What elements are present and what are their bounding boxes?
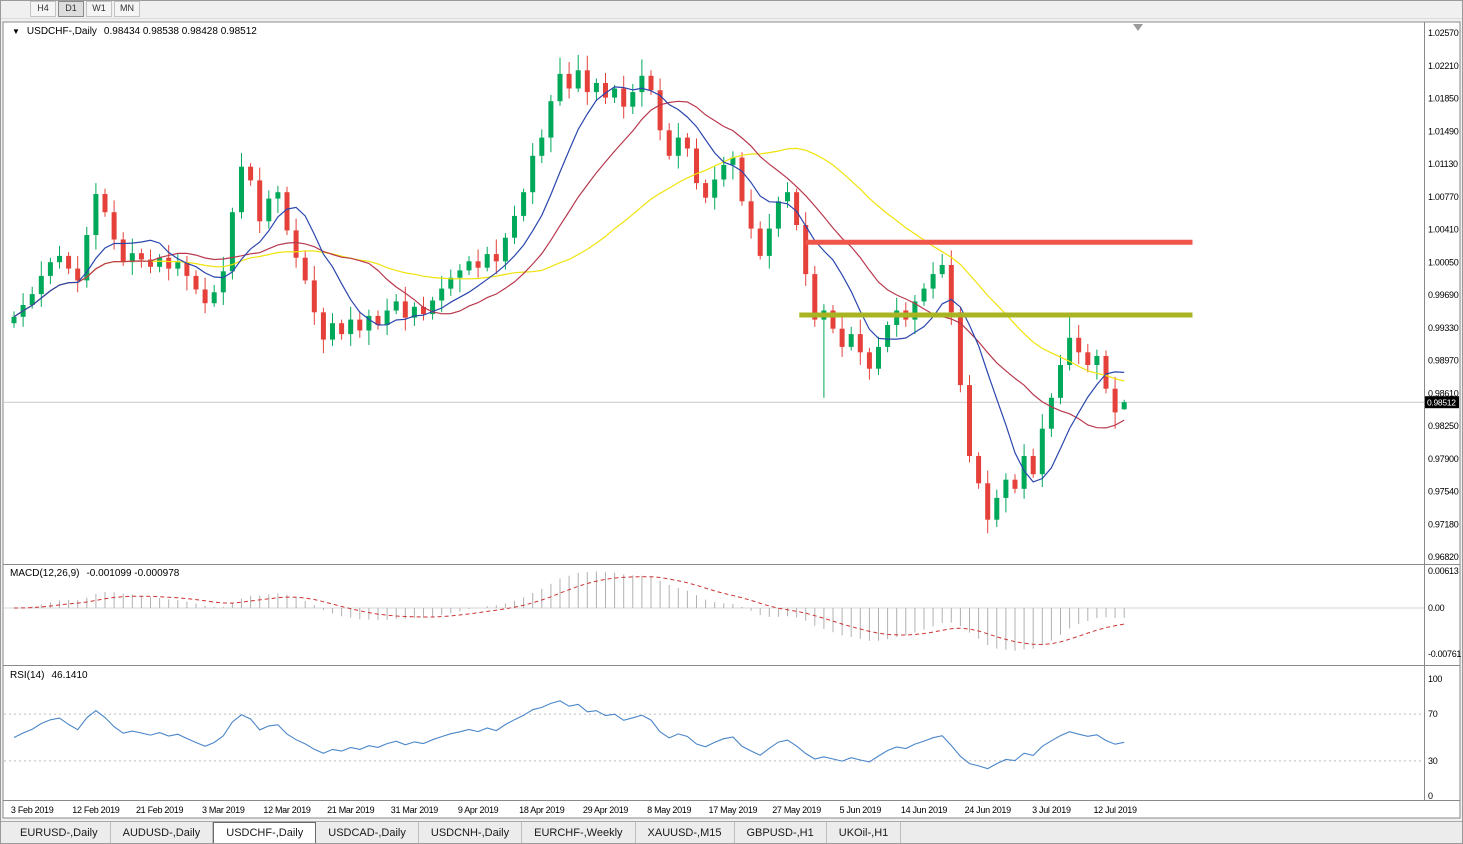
svg-text:0: 0 [1428,791,1433,801]
svg-text:70: 70 [1428,709,1438,719]
timeframe-button-w1[interactable]: W1 [86,1,112,17]
tab-usdcad-daily[interactable]: USDCAD-,Daily [316,822,419,844]
tab-audusd-daily[interactable]: AUDUSD-,Daily [110,822,214,844]
svg-text:1.00050: 1.00050 [1428,257,1459,267]
svg-text:12 Jul 2019: 12 Jul 2019 [1093,805,1137,815]
svg-text:100: 100 [1428,674,1442,684]
svg-text:17 May 2019: 17 May 2019 [709,805,758,815]
svg-text:3 Feb 2019: 3 Feb 2019 [11,805,54,815]
rsi-plot[interactable] [4,667,1424,799]
rsi-name: RSI(14) [10,670,45,681]
svg-text:1.01130: 1.01130 [1428,159,1458,169]
svg-text:0.98970: 0.98970 [1428,356,1459,366]
svg-text:1.02210: 1.02210 [1428,61,1459,71]
macd-values: -0.001099 -0.000978 [86,568,180,579]
main-chart-plot[interactable] [4,23,1424,563]
svg-text:0.97180: 0.97180 [1428,519,1459,529]
tab-usdcnh-daily[interactable]: USDCNH-,Daily [418,822,523,844]
svg-text:1.02570: 1.02570 [1428,28,1459,38]
svg-text:1.00410: 1.00410 [1428,225,1459,235]
tab-eurchf-weekly[interactable]: EURCHF-,Weekly [522,822,636,844]
svg-text:0.96820: 0.96820 [1428,552,1459,562]
svg-text:0.98610: 0.98610 [1428,388,1459,398]
svg-text:1.01490: 1.01490 [1428,126,1459,136]
rsi-value: 46.1410 [51,670,88,681]
svg-text:12 Mar 2019: 12 Mar 2019 [263,805,311,815]
svg-text:-0.00761: -0.00761 [1428,649,1461,659]
chart-tabbar: EURUSD-,Daily AUDUSD-,Daily USDCHF-,Daily U… [0,821,1463,844]
chart-ohlc-values: 0.98434 0.98538 0.98428 0.98512 [103,26,257,37]
svg-text:18 Apr 2019: 18 Apr 2019 [519,805,565,815]
svg-text:0.00: 0.00 [1428,603,1445,613]
svg-text:0.98250: 0.98250 [1428,421,1459,431]
tab-usdchf-daily[interactable]: USDCHF-,Daily [213,822,317,844]
svg-text:21 Feb 2019: 21 Feb 2019 [136,805,184,815]
panel-separator[interactable] [3,664,1460,667]
svg-text:0.98512: 0.98512 [1427,398,1456,408]
timeframe-toolbar: H4 D1 W1 MN [0,0,1463,19]
svg-text:0.97540: 0.97540 [1428,487,1459,497]
svg-text:29 Apr 2019: 29 Apr 2019 [583,805,629,815]
tab-xauusd-m15[interactable]: XAUUSD-,M15 [635,822,735,844]
svg-text:8 May 2019: 8 May 2019 [647,805,691,815]
svg-text:24 Jun 2019: 24 Jun 2019 [965,805,1012,815]
svg-text:27 May 2019: 27 May 2019 [772,805,821,815]
svg-text:0.99690: 0.99690 [1428,290,1459,300]
tab-ukoil-h1[interactable]: UKOil-,H1 [826,822,902,844]
macd-indicator-label: MACD(12,26,9) -0.001099 -0.000978 [10,568,179,579]
shift-marker [1133,24,1143,31]
svg-text:12 Feb 2019: 12 Feb 2019 [72,805,120,815]
timeframe-button-d1[interactable]: D1 [58,1,84,17]
current-price-tag [1425,396,1459,409]
tab-eurusd-daily[interactable]: EURUSD-,Daily [8,822,111,844]
svg-text:30: 30 [1428,756,1438,766]
macd-name: MACD(12,26,9) [10,568,80,579]
rsi-indicator-label: RSI(14) 46.1410 [10,670,88,681]
timeframe-button-h4[interactable]: H4 [30,1,56,17]
svg-text:0.99330: 0.99330 [1428,323,1459,333]
svg-text:0.97900: 0.97900 [1428,454,1459,464]
chart-dropdown-icon[interactable]: ▼ [12,26,20,36]
svg-text:31 Mar 2019: 31 Mar 2019 [391,805,439,815]
tab-gbpusd-h1[interactable]: GBPUSD-,H1 [734,822,827,844]
macd-plot[interactable] [4,566,1424,664]
svg-text:9 Apr 2019: 9 Apr 2019 [458,805,499,815]
svg-text:3 Mar 2019: 3 Mar 2019 [202,805,245,815]
svg-text:5 Jun 2019: 5 Jun 2019 [840,805,882,815]
svg-text:1.01850: 1.01850 [1428,94,1459,104]
timeframe-button-mn[interactable]: MN [114,1,140,17]
price-scale[interactable] [1425,22,1459,800]
panel-separator[interactable] [3,563,1460,566]
svg-text:14 Jun 2019: 14 Jun 2019 [901,805,948,815]
svg-text:3 Jul 2019: 3 Jul 2019 [1032,805,1071,815]
svg-text:1.00770: 1.00770 [1428,192,1459,202]
svg-text:21 Mar 2019: 21 Mar 2019 [327,805,375,815]
time-scale[interactable] [4,801,1460,818]
chart-title: ▼ USDCHF-,Daily 0.98434 0.98538 0.98428 … [12,26,257,37]
chart-symbol-period: USDCHF-,Daily [26,26,97,37]
svg-text:0.00613: 0.00613 [1428,566,1459,576]
